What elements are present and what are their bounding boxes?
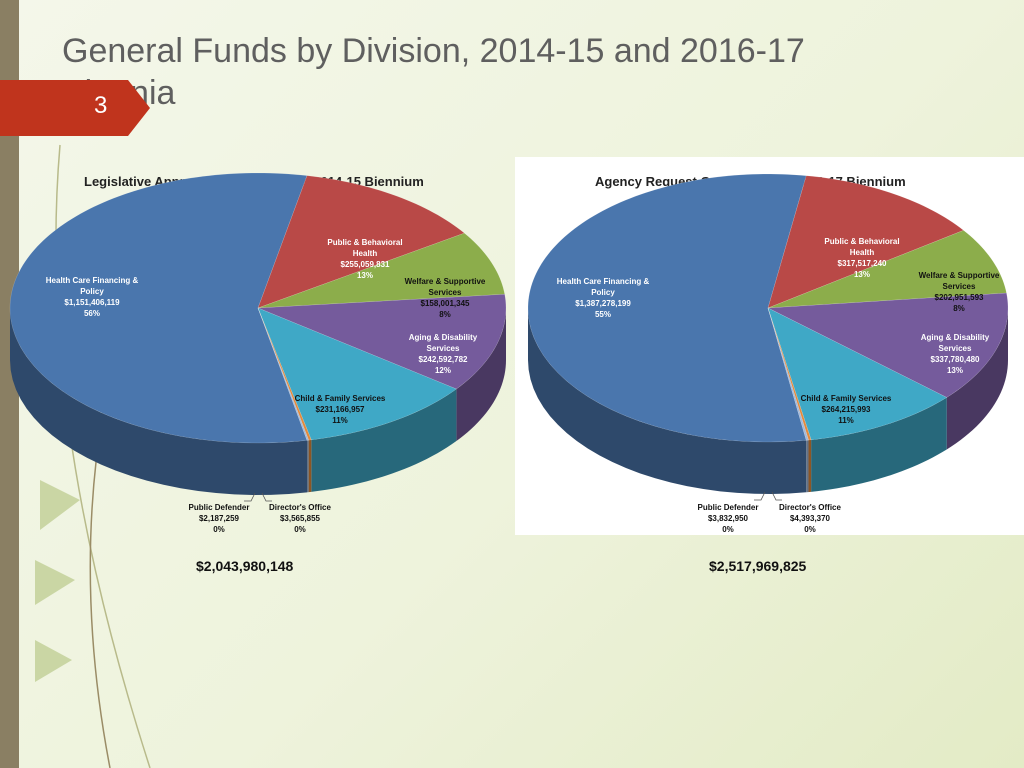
slide-number-arrow: [0, 80, 150, 136]
slice-director-s-office: [767, 307, 812, 441]
slice-side-director-s-office: [808, 439, 812, 493]
slice-aging-and-disability-services: [767, 292, 1009, 398]
data-label-aging-and-disability-services: Aging & Disability Services $337,780,480 13…: [921, 333, 990, 375]
slice-health-care-financing-and-policy: [9, 172, 308, 444]
slice-side-aging-and-disability-services: [946, 308, 1008, 450]
data-label-child-and-family-services: Child & Family Services $264,215,993 11%: [801, 394, 892, 425]
slice-side-aging-and-disability-services: [456, 308, 506, 442]
data-label-child-and-family-services: Child & Family Services $231,166,957 11%: [295, 394, 386, 425]
pie-chart-1: Legislative Approved General Funds 2014-…: [9, 172, 507, 574]
data-label-welfare-and-supportive-services: Welfare & Supportive Services $202,951,593…: [919, 271, 1000, 313]
left-accent-strip: [0, 0, 19, 768]
slice-side-health-care-financing-and-policy: [528, 308, 807, 494]
pie-chart-2: Agency Request General Funds 2016-17 Bie…: [527, 173, 1009, 574]
slice-welfare-and-supportive-services: [257, 232, 506, 309]
leader-line-public-defender: [754, 491, 766, 501]
chart-total: $2,043,980,148: [196, 558, 294, 574]
data-label-public-defender: Public Defender $2,187,259 0%: [189, 503, 250, 534]
slice-welfare-and-supportive-services: [767, 230, 1007, 309]
data-label-public-and-behavioral-health: Public & Behavioral Health $317,517,240 13%: [824, 237, 899, 279]
data-label-health-care-financing-and-policy: Health Care Financing & Policy $1,151,406,…: [46, 276, 139, 318]
slice-public-and-behavioral-health: [257, 175, 465, 309]
slice-child-and-family-services: [767, 307, 948, 441]
slice-side-child-and-family-services: [311, 389, 457, 492]
slide-number: 3: [94, 92, 108, 119]
slice-public-defender: [257, 307, 309, 441]
slice-side-director-s-office: [308, 439, 312, 493]
data-label-welfare-and-supportive-services: Welfare & Supportive Services $158,001,345…: [405, 277, 486, 319]
slice-child-and-family-services: [257, 307, 457, 441]
data-label-health-care-financing-and-policy: Health Care Financing & Policy $1,387,278,…: [557, 277, 650, 319]
slice-side-health-care-financing-and-policy: [10, 308, 308, 495]
slice-director-s-office: [257, 307, 312, 441]
leader-line-directors-office: [771, 491, 782, 501]
data-label-aging-and-disability-services: Aging & Disability Services $242,592,782 12…: [409, 333, 478, 375]
data-label-public-and-behavioral-health: Public & Behavioral Health $255,059,831 13%: [327, 238, 402, 280]
slice-public-and-behavioral-health: [767, 175, 965, 309]
slice-aging-and-disability-services: [257, 293, 507, 390]
slice-side-child-and-family-services: [811, 397, 947, 492]
leader-line-directors-office: [261, 492, 272, 502]
data-label-director-s-office: Director's Office $4,393,370 0%: [779, 503, 841, 534]
slice-side-public-defender: [806, 440, 809, 493]
leader-line-public-defender: [244, 492, 256, 502]
chart-total: $2,517,969,825: [709, 558, 807, 574]
slice-public-defender: [767, 307, 809, 441]
slice-side-public-defender: [307, 440, 309, 493]
slide-number-tag: 3: [0, 80, 150, 136]
slice-health-care-financing-and-policy: [527, 173, 807, 443]
data-label-public-defender: Public Defender $3,832,950 0%: [698, 503, 759, 534]
data-label-director-s-office: Director's Office $3,565,855 0%: [269, 503, 331, 534]
